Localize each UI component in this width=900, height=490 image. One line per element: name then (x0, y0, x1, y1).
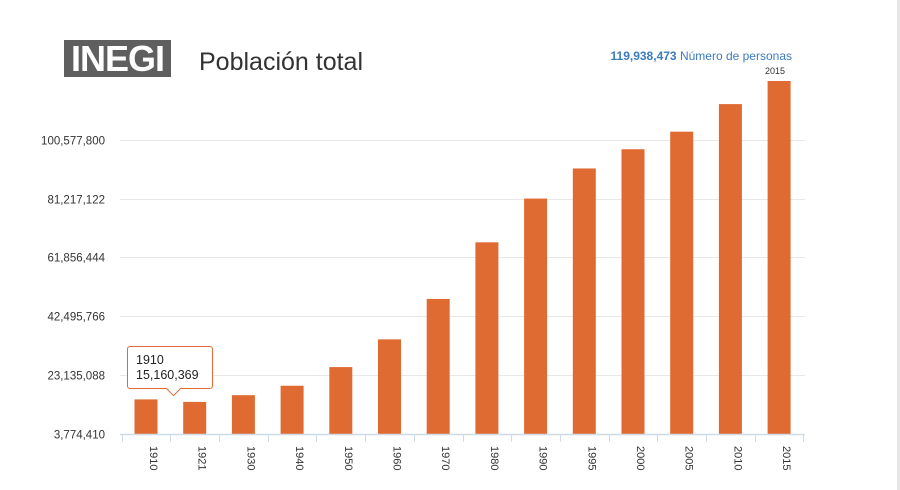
y-tick-label: 81,217,122 (47, 195, 105, 207)
y-tick-label: 100,577,800 (41, 136, 105, 148)
right-border (897, 0, 900, 490)
bar (183, 401, 207, 434)
x-tick-label: 1960 (391, 446, 403, 470)
bar (670, 131, 694, 434)
x-tick-label: 1995 (585, 446, 597, 470)
bar (426, 298, 450, 434)
y-tick-label: 42,495,766 (47, 312, 105, 324)
x-tick-label: 1990 (537, 446, 549, 470)
bar (475, 242, 499, 434)
tooltip-year: 1910 (136, 353, 164, 367)
bar (524, 198, 548, 434)
total-population-label: Número de personas (679, 49, 792, 63)
y-tick-label: 61,856,444 (47, 253, 105, 265)
tooltip-value: 15,160,369 (136, 368, 199, 382)
x-tick-label: 1921 (196, 446, 208, 470)
x-tick-label: 1980 (488, 446, 500, 470)
bar (767, 81, 791, 434)
bar (378, 339, 401, 434)
total-year-label: 2015 (765, 66, 786, 76)
y-tick-label: 23,135,088 (47, 371, 105, 383)
x-tick-label: 1910 (147, 446, 159, 470)
x-tick-label: 1940 (293, 446, 305, 470)
x-tick-label: 1970 (439, 446, 451, 470)
x-tick-label: 1930 (244, 446, 256, 470)
x-tick-label: 2010 (731, 446, 743, 470)
x-tick-label: 2000 (634, 446, 646, 470)
total-population-value: 119,938,473 (610, 49, 677, 63)
bar (134, 399, 158, 434)
bar (329, 367, 353, 434)
y-tick-label: 3,774,410 (54, 430, 105, 442)
bar-tooltip: 1910 15,160,369 (127, 346, 213, 397)
bar (621, 149, 645, 434)
bar (280, 385, 304, 434)
x-tick-label: 2005 (683, 446, 695, 470)
x-tick-label: 2015 (780, 446, 792, 470)
bar (718, 104, 742, 434)
inegi-logo: INEGI (64, 40, 171, 77)
bar (231, 395, 255, 434)
x-tick-label: 1950 (342, 446, 354, 470)
total-population: 119,938,473 Número de personas (611, 49, 792, 63)
page-title: Población total (199, 48, 364, 76)
bar (572, 168, 596, 434)
